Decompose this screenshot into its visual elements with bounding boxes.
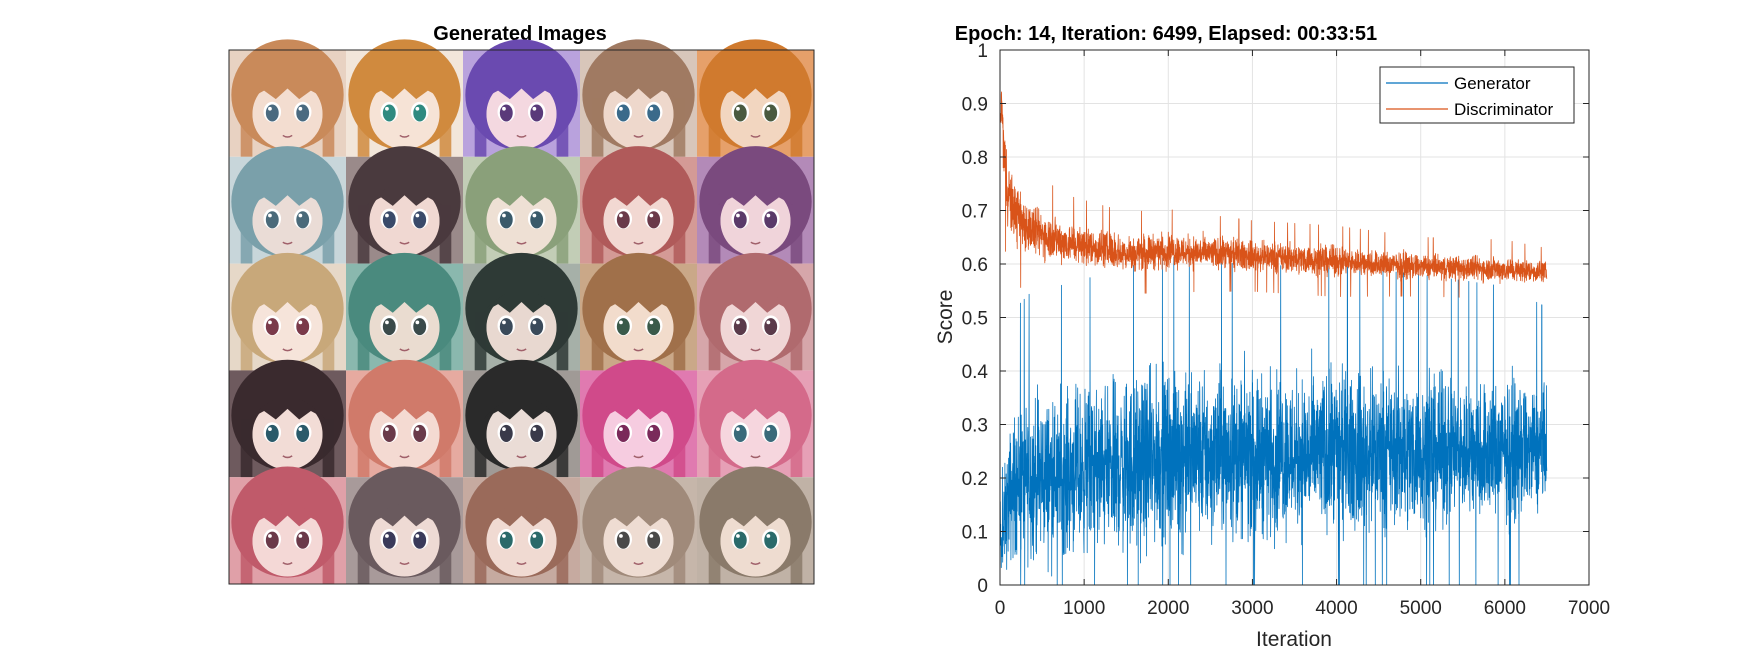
plot-grid <box>999 49 1590 586</box>
legend-generator-label: Generator <box>1454 74 1531 93</box>
series-line-generator <box>999 256 1548 586</box>
series-line-discriminator <box>999 91 1548 298</box>
plot-title: Epoch: 14, Iteration: 6499, Elapsed: 00:… <box>955 23 1377 45</box>
generated-image-tile <box>229 146 346 264</box>
x-tick-label: 6000 <box>1484 598 1526 619</box>
y-tick-label: 0.8 <box>962 148 988 169</box>
plot-lines <box>999 91 1548 586</box>
generated-image-tile <box>229 359 346 478</box>
generated-image-tile <box>463 466 580 584</box>
y-tick-label: 0.2 <box>962 469 988 490</box>
generated-image-tile <box>697 359 814 478</box>
generated-image-tile <box>229 39 346 157</box>
x-tick-label: 1000 <box>1063 598 1105 619</box>
legend: Generator Discriminator <box>1379 66 1575 124</box>
x-axis-label: Iteration <box>1256 628 1332 651</box>
x-tick-label: 3000 <box>1231 598 1273 619</box>
generated-image-tile <box>463 146 580 264</box>
x-tick-label: 2000 <box>1147 598 1189 619</box>
left-panel-title: Generated Images <box>433 23 606 45</box>
score-plot-panel: Epoch: 14, Iteration: 6499, Elapsed: 00:… <box>934 23 1610 651</box>
x-tick-label: 4000 <box>1315 598 1357 619</box>
generated-image-tile <box>229 466 346 584</box>
legend-discriminator-label: Discriminator <box>1454 100 1554 119</box>
generated-image-tile <box>580 466 697 584</box>
y-tick-label: 0.6 <box>962 255 988 276</box>
generated-image-tile <box>346 39 463 157</box>
generated-image-tile <box>463 39 580 157</box>
generated-image-tile <box>697 252 814 371</box>
y-tick-label: 1 <box>977 41 988 62</box>
montage-frame <box>228 49 815 585</box>
legend-box <box>1379 66 1575 124</box>
generated-image-tile <box>580 146 697 264</box>
y-axis-ticks: 0 0.1 0.2 0.3 0.4 0.5 0.6 0.7 0.8 0.9 1 <box>962 41 1589 597</box>
generated-images-panel: Generated Images <box>228 23 815 585</box>
generated-image-tile <box>697 146 814 264</box>
generated-image-tile <box>697 466 814 584</box>
generated-image-tile <box>463 359 580 478</box>
y-axis-label: Score <box>934 290 957 345</box>
generated-image-tile <box>346 359 463 478</box>
image-montage <box>229 39 814 584</box>
y-tick-label: 0.1 <box>962 523 988 544</box>
y-tick-label: 0.5 <box>962 309 988 330</box>
generated-image-tile <box>580 39 697 157</box>
y-tick-label: 0.4 <box>962 362 989 383</box>
generated-image-tile <box>346 466 463 584</box>
generated-image-tile <box>346 146 463 264</box>
y-tick-label: 0 <box>977 576 988 597</box>
generated-image-tile <box>580 359 697 478</box>
y-tick-label: 0.7 <box>962 202 988 223</box>
y-tick-label: 0.9 <box>962 95 988 116</box>
generated-image-tile <box>229 252 346 371</box>
x-tick-label: 7000 <box>1568 598 1610 619</box>
generated-image-tile <box>580 252 697 371</box>
generated-image-tile <box>463 252 580 371</box>
x-tick-label: 5000 <box>1400 598 1442 619</box>
generated-image-tile <box>697 39 814 157</box>
x-tick-label: 0 <box>995 598 1006 619</box>
y-tick-label: 0.3 <box>962 416 988 437</box>
x-axis-ticks: 0 1000 2000 3000 4000 5000 6000 7000 <box>995 50 1610 619</box>
generated-image-tile <box>346 252 463 371</box>
